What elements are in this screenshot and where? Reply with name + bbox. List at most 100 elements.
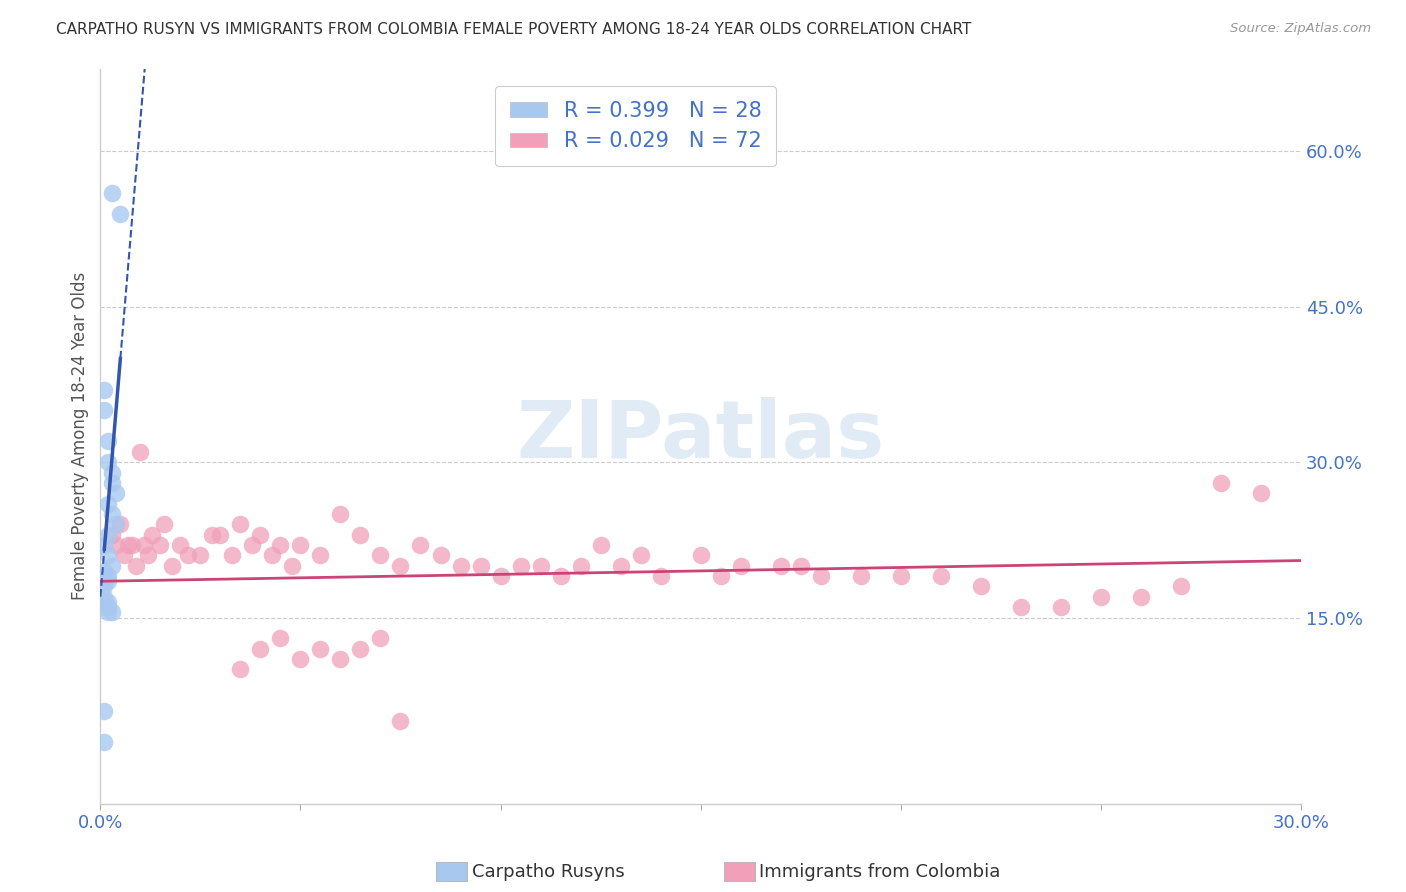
Point (689, 549, 711, 563)
Point (97, 605, 120, 619)
Point (389, 714, 412, 728)
Point (169, 538, 191, 552)
Point (890, 569, 912, 583)
Point (93, 564, 115, 578)
Point (309, 549, 332, 563)
Point (101, 466, 124, 480)
Point (1209, 475, 1232, 490)
Point (242, 538, 264, 552)
Point (110, 206, 132, 220)
Point (609, 558, 631, 573)
Point (329, 652, 352, 666)
Point (101, 605, 124, 619)
Point (97, 574, 120, 589)
Point (249, 641, 271, 656)
Point (409, 538, 432, 552)
Point (929, 569, 952, 583)
Point (97, 595, 120, 609)
Point (710, 569, 733, 583)
Text: Source: ZipAtlas.com: Source: ZipAtlas.com (1230, 22, 1371, 36)
Point (1049, 600, 1071, 615)
Point (138, 549, 160, 563)
Point (97, 600, 120, 615)
Point (470, 558, 492, 573)
Point (249, 527, 271, 541)
Point (134, 538, 156, 552)
Point (93, 579, 115, 593)
Point (262, 549, 284, 563)
Point (101, 507, 124, 521)
Point (970, 579, 993, 593)
Point (290, 652, 312, 666)
Point (309, 641, 332, 656)
Point (105, 517, 128, 532)
Point (269, 538, 291, 552)
Point (101, 558, 124, 573)
Point (93, 538, 115, 552)
Point (201, 527, 224, 541)
Point (769, 558, 792, 573)
Point (1010, 600, 1032, 615)
Text: ZIPatlas: ZIPatlas (516, 397, 884, 475)
Point (849, 569, 872, 583)
Point (149, 538, 172, 552)
Point (349, 641, 371, 656)
Point (550, 569, 572, 583)
Text: Carpatho Rusyns: Carpatho Rusyns (472, 863, 626, 881)
Point (110, 517, 132, 532)
Point (1090, 590, 1112, 604)
Point (1250, 486, 1272, 500)
Point (129, 444, 152, 458)
Point (229, 662, 252, 676)
Point (429, 549, 451, 563)
Point (141, 527, 163, 541)
Point (389, 558, 412, 573)
Point (105, 486, 128, 500)
Point (730, 558, 752, 573)
Point (177, 549, 200, 563)
Point (93, 600, 115, 615)
Text: Immigrants from Colombia: Immigrants from Colombia (759, 863, 1001, 881)
Point (101, 527, 124, 541)
Legend: R = 0.399   N = 28, R = 0.029   N = 72: R = 0.399 N = 28, R = 0.029 N = 72 (495, 87, 776, 166)
Point (269, 632, 291, 646)
Point (190, 549, 212, 563)
Point (93, 383, 115, 397)
Point (290, 538, 312, 552)
Point (589, 538, 612, 552)
Point (1129, 590, 1152, 604)
Point (529, 558, 551, 573)
Point (121, 538, 143, 552)
Point (569, 558, 592, 573)
Point (97, 455, 120, 469)
Point (97, 527, 120, 541)
Point (789, 558, 811, 573)
Point (101, 475, 124, 490)
Point (93, 590, 115, 604)
Point (349, 527, 371, 541)
Point (329, 507, 352, 521)
Point (105, 538, 128, 552)
Point (209, 527, 232, 541)
Point (509, 558, 531, 573)
Point (97, 549, 120, 563)
Point (97, 497, 120, 511)
Point (1170, 579, 1192, 593)
Point (93, 403, 115, 417)
Point (810, 569, 832, 583)
Point (162, 558, 184, 573)
Point (112, 549, 135, 563)
Point (450, 558, 472, 573)
Point (370, 632, 392, 646)
Point (630, 549, 652, 563)
Point (93, 735, 115, 749)
Point (221, 549, 243, 563)
Point (93, 704, 115, 718)
Point (650, 569, 672, 583)
Point (153, 517, 176, 532)
Point (117, 538, 139, 552)
Point (489, 569, 512, 583)
Point (370, 549, 392, 563)
Point (97, 434, 120, 449)
Point (101, 186, 124, 200)
